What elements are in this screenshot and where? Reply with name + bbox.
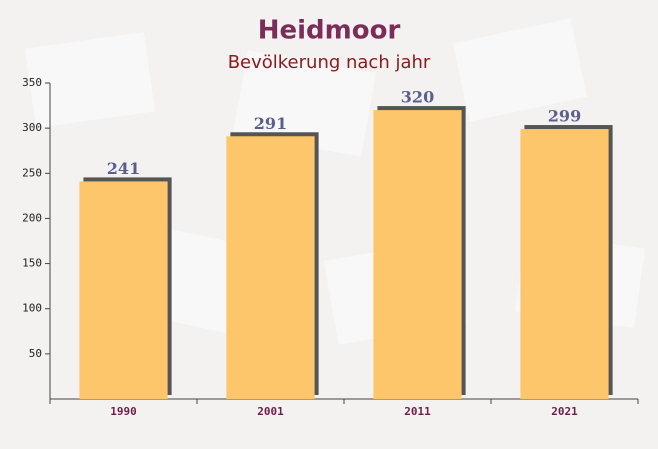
bar [520, 129, 609, 399]
y-tick-label: 200 [22, 211, 42, 224]
bar [226, 136, 315, 400]
value-label: 291 [254, 114, 287, 133]
chart-title: Heidmoor [258, 16, 401, 46]
bar [79, 181, 168, 399]
x-tick-label: 1990 [110, 405, 137, 418]
chart-subtitle: Bevölkerung nach jahr [228, 52, 431, 73]
y-tick-label: 300 [22, 121, 42, 134]
value-label: 299 [548, 107, 581, 126]
bar [373, 110, 462, 399]
y-tick-label: 150 [22, 257, 42, 270]
y-tick-label: 350 [22, 76, 42, 89]
x-tick-label: 2021 [551, 405, 578, 418]
y-tick-label: 250 [22, 166, 42, 179]
y-tick-label: 100 [22, 302, 42, 315]
value-label: 320 [401, 88, 434, 107]
x-tick-label: 2011 [404, 405, 431, 418]
x-tick-label: 2001 [257, 405, 284, 418]
y-tick-label: 50 [29, 347, 42, 360]
value-label: 241 [107, 159, 140, 178]
